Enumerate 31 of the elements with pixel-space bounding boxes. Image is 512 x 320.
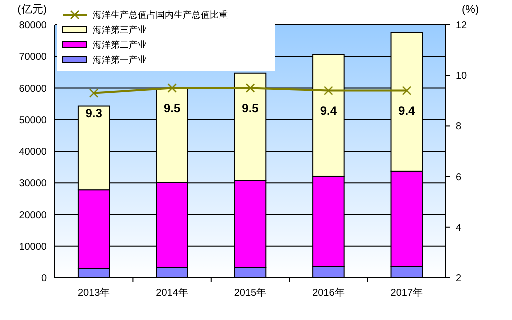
legend-label: 海洋第二产业 (93, 40, 147, 52)
y-tick-label: 20000 (19, 210, 48, 222)
y-axis-title: (亿元) (18, 4, 47, 16)
y2-tick-label: 2 (456, 274, 462, 284)
y-tick-label: 10000 (19, 242, 48, 253)
y2-tick-label: 12 (456, 20, 468, 32)
x-tick-label: 2014年 (156, 287, 188, 299)
data-label: 9.5 (242, 101, 260, 116)
y2-tick-label: 4 (456, 222, 462, 234)
x-tick-label: 2016年 (312, 287, 345, 299)
y2-tick-label: 10 (456, 71, 468, 82)
y-tick-label: 80000 (19, 20, 48, 32)
legend-label: 海洋第三产业 (93, 25, 147, 36)
data-label: 9.3 (86, 106, 103, 120)
y-tick-label: 0 (41, 274, 48, 284)
y2-axis-title: (%) (462, 4, 480, 16)
data-label: 9.5 (164, 101, 181, 116)
data-label: 9.4 (398, 104, 416, 118)
y-tick-label: 30000 (19, 178, 48, 190)
x-tick-label: 2017年 (390, 287, 424, 299)
y2-tick-label: 8 (456, 122, 462, 133)
y-tick-label: 60000 (19, 84, 48, 95)
data-label: 9.4 (320, 104, 338, 118)
x-tick-label: 2015年 (234, 287, 267, 299)
legend-label: 海洋第一产业 (93, 55, 147, 66)
y2-tick-label: 6 (456, 172, 462, 184)
y-tick-label: 50000 (19, 115, 48, 126)
y-tick-label: 70000 (19, 52, 48, 64)
legend-label: 海洋生产总值占国内生产总值比重 (93, 10, 228, 22)
y-tick-label: 40000 (19, 147, 48, 158)
x-tick-label: 2013年 (78, 287, 110, 299)
